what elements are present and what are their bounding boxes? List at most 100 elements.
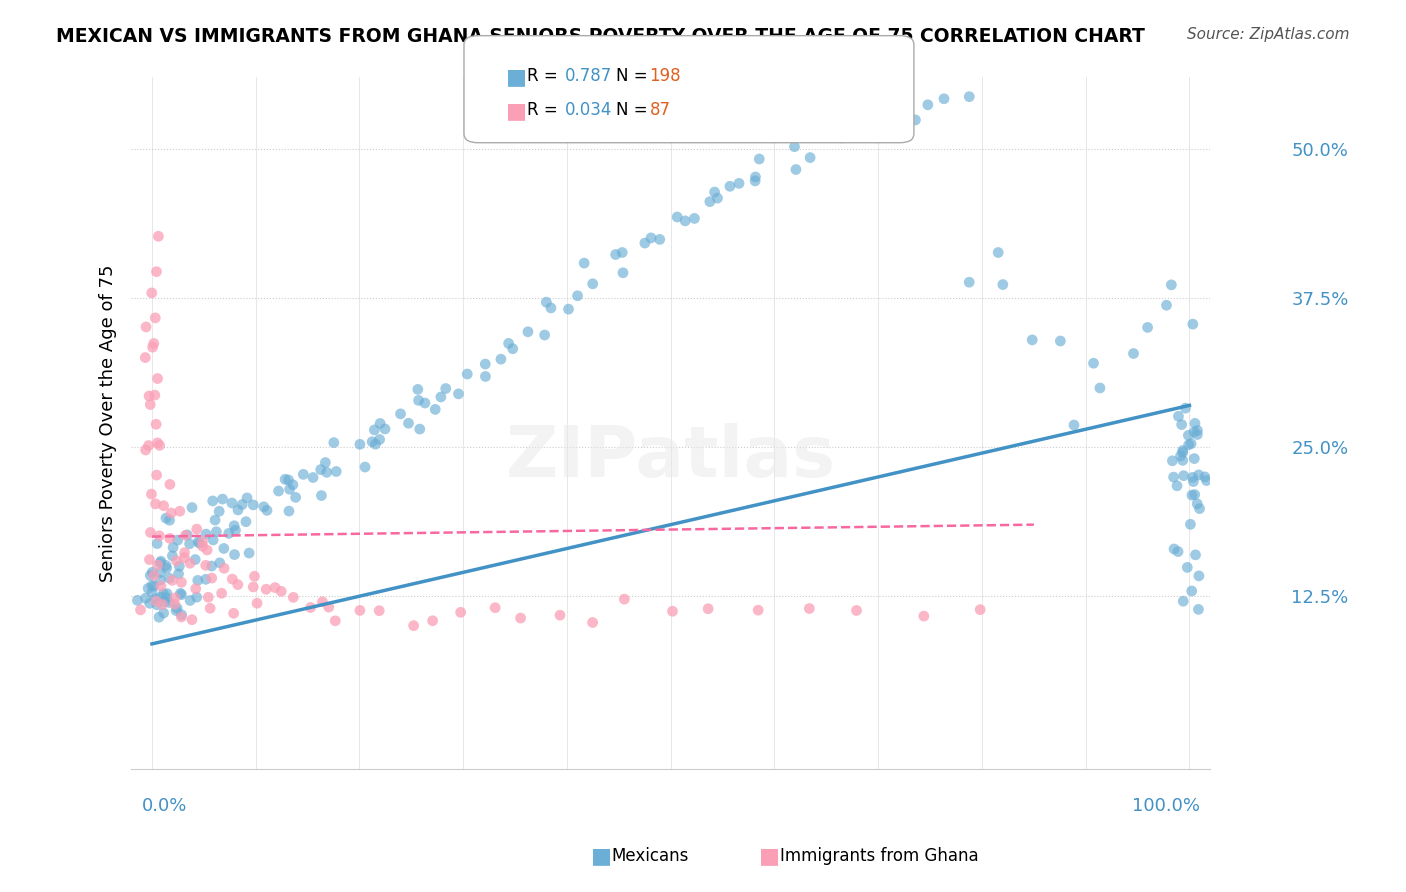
- Mexicans: [1173, 594, 1195, 608]
- Immigrants from Ghana: [509, 611, 531, 625]
- Mexicans: [408, 393, 430, 408]
- Mexicans: [361, 434, 384, 449]
- Mexicans: [1063, 417, 1085, 432]
- Mexicans: [236, 491, 259, 505]
- Mexicans: [155, 558, 177, 573]
- Mexicans: [1187, 602, 1209, 616]
- Text: Mexicans: Mexicans: [612, 847, 689, 865]
- Mexicans: [267, 483, 290, 498]
- Mexicans: [409, 422, 432, 436]
- Immigrants from Ghana: [163, 597, 186, 611]
- Mexicans: [188, 536, 211, 550]
- Mexicans: [887, 110, 910, 124]
- Immigrants from Ghana: [422, 614, 444, 628]
- Mexicans: [136, 582, 159, 596]
- Mexicans: [957, 275, 980, 289]
- Mexicans: [1194, 470, 1216, 484]
- Mexicans: [155, 511, 177, 525]
- Immigrants from Ghana: [799, 601, 821, 615]
- Immigrants from Ghana: [201, 571, 224, 585]
- Mexicans: [489, 352, 512, 367]
- Mexicans: [1174, 401, 1197, 416]
- Mexicans: [1088, 381, 1111, 395]
- Mexicans: [1181, 584, 1204, 599]
- Immigrants from Ghana: [195, 543, 218, 558]
- Mexicans: [718, 179, 741, 194]
- Immigrants from Ghana: [747, 603, 769, 617]
- Mexicans: [218, 526, 240, 541]
- Mexicans: [1136, 320, 1159, 334]
- Immigrants from Ghana: [135, 442, 157, 457]
- Mexicans: [179, 537, 201, 551]
- Mexicans: [1181, 470, 1204, 484]
- Mexicans: [311, 489, 333, 503]
- Mexicans: [195, 527, 218, 541]
- Mexicans: [517, 325, 540, 339]
- Immigrants from Ghana: [170, 575, 193, 590]
- Immigrants from Ghana: [143, 388, 166, 402]
- Immigrants from Ghana: [173, 550, 195, 565]
- Immigrants from Ghana: [163, 591, 186, 605]
- Mexicans: [683, 211, 706, 226]
- Mexicans: [157, 595, 180, 609]
- Immigrants from Ghana: [661, 604, 683, 618]
- Immigrants from Ghana: [246, 596, 269, 610]
- Text: ZIPatlas: ZIPatlas: [506, 424, 835, 492]
- Mexicans: [349, 437, 371, 451]
- Mexicans: [149, 556, 172, 570]
- Immigrants from Ghana: [145, 497, 167, 511]
- Mexicans: [1182, 451, 1205, 466]
- Mexicans: [157, 571, 180, 585]
- Mexicans: [666, 210, 689, 224]
- Mexicans: [1122, 346, 1144, 360]
- Mexicans: [170, 588, 193, 602]
- Immigrants from Ghana: [166, 554, 188, 568]
- Immigrants from Ghana: [186, 522, 208, 536]
- Mexicans: [1180, 517, 1202, 532]
- Immigrants from Ghana: [149, 438, 172, 452]
- Mexicans: [474, 357, 496, 371]
- Mexicans: [141, 585, 163, 599]
- Immigrants from Ghana: [243, 569, 266, 583]
- Mexicans: [502, 342, 524, 356]
- Immigrants from Ghana: [402, 618, 425, 632]
- Mexicans: [167, 566, 190, 581]
- Immigrants from Ghana: [146, 558, 169, 572]
- Immigrants from Ghana: [143, 568, 166, 582]
- Mexicans: [648, 232, 671, 246]
- Immigrants from Ghana: [143, 310, 166, 325]
- Mexicans: [201, 559, 224, 574]
- Mexicans: [146, 536, 169, 550]
- Mexicans: [302, 470, 325, 484]
- Mexicans: [703, 185, 725, 199]
- Mexicans: [706, 191, 728, 205]
- Mexicans: [932, 92, 955, 106]
- Immigrants from Ghana: [129, 603, 152, 617]
- Mexicans: [1170, 417, 1192, 432]
- Mexicans: [149, 554, 172, 568]
- Immigrants from Ghana: [191, 539, 214, 553]
- Mexicans: [165, 603, 187, 617]
- Mexicans: [862, 124, 884, 138]
- Immigrants from Ghana: [222, 607, 245, 621]
- Mexicans: [205, 524, 228, 539]
- Text: 100.0%: 100.0%: [1132, 797, 1199, 815]
- Mexicans: [406, 383, 429, 397]
- Mexicans: [1187, 497, 1209, 511]
- Mexicans: [186, 591, 208, 605]
- Mexicans: [540, 301, 562, 315]
- Immigrants from Ghana: [134, 351, 156, 365]
- Mexicans: [1184, 417, 1206, 431]
- Mexicans: [181, 500, 204, 515]
- Immigrants from Ghana: [349, 603, 371, 617]
- Mexicans: [148, 610, 170, 624]
- Immigrants from Ghana: [969, 602, 991, 616]
- Mexicans: [1083, 356, 1105, 370]
- Mexicans: [673, 214, 696, 228]
- Mexicans: [1182, 475, 1205, 489]
- Mexicans: [363, 423, 385, 437]
- Immigrants from Ghana: [221, 572, 243, 586]
- Mexicans: [187, 535, 209, 549]
- Immigrants from Ghana: [135, 320, 157, 334]
- Mexicans: [238, 546, 260, 560]
